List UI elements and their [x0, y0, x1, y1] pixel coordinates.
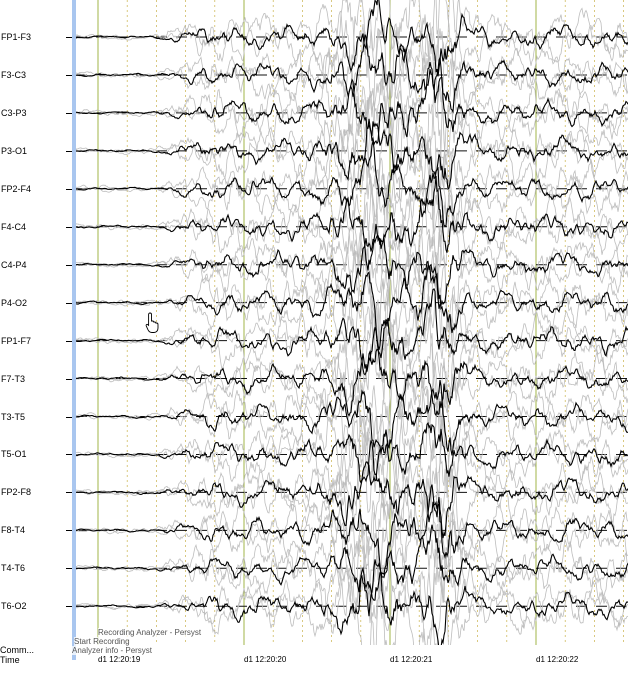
channel-trace-fp2-f4[interactable] [76, 140, 628, 227]
overlay-trace [76, 496, 628, 617]
time-tick-2: d1 12:20:21 [390, 655, 433, 664]
channel-label-column: FP1-F3 F3-C3 C3-P3 P3-O1 FP2-F4 F4-C4 C4-P4 P4-… [0, 0, 72, 673]
overlay-trace [76, 414, 628, 558]
overlay-trace [76, 0, 628, 172]
overlay-traces [76, 0, 628, 645]
channel-tick [66, 340, 72, 342]
overlay-trace [76, 0, 628, 119]
channel-label-f7-t3[interactable]: F7-T3 [1, 373, 26, 384]
channel-label-t6-o2[interactable]: T6-O2 [1, 601, 27, 612]
channel-tick [66, 454, 72, 456]
channel-trace-t6-o2[interactable] [76, 566, 628, 645]
annotation-analyzer-info[interactable]: Analyzer info - Persyst [72, 646, 153, 655]
channel-label-p4-o2[interactable]: P4-O2 [1, 297, 28, 308]
overlay-trace [76, 24, 628, 184]
channel-label-f8-t4[interactable]: F8-T4 [1, 525, 26, 536]
overlay-trace [76, 383, 628, 529]
channel-trace-t4-t6[interactable] [76, 524, 628, 617]
channel-trace-f8-t4[interactable] [76, 484, 628, 576]
channel-trace-f7-t3[interactable] [76, 327, 628, 417]
overlay-trace [76, 509, 628, 631]
channel-tick [66, 188, 72, 190]
channel-label-p3-o1[interactable]: P3-O1 [1, 145, 28, 156]
channel-label-fp2-f8[interactable]: FP2-F8 [1, 487, 32, 498]
channel-tick [66, 416, 72, 418]
channel-label-c3-p3[interactable]: C3-P3 [1, 107, 27, 118]
comments-row-label: Comm... [0, 645, 35, 655]
overlay-trace [76, 333, 628, 513]
channel-tick [66, 378, 72, 380]
channel-label-fp1-f3[interactable]: FP1-F3 [1, 32, 32, 42]
channel-trace-p3-o1[interactable] [76, 118, 628, 191]
overlay-trace [76, 548, 628, 645]
overlay-trace [76, 545, 628, 645]
overlay-trace [76, 21, 628, 180]
overlay-trace [76, 197, 628, 365]
channel-trace-fp2-f8[interactable] [76, 440, 628, 539]
channel-trace-c3-p3[interactable] [76, 61, 628, 147]
annotation-recording-analyzer[interactable]: Recording Analyzer - Persyst [98, 628, 202, 637]
time-tick-1: d1 12:20:20 [244, 655, 287, 664]
time-row-label: Time [0, 655, 20, 665]
channel-label-fp2-f4[interactable]: FP2-F4 [1, 183, 32, 194]
channel-tick [66, 568, 72, 570]
overlay-trace [76, 168, 628, 294]
channel-label-c4-p4[interactable]: C4-P4 [1, 259, 27, 270]
channel-trace-fp1-f7[interactable] [76, 288, 628, 376]
overlay-trace [76, 465, 628, 624]
eeg-waveform-panel[interactable] [76, 0, 628, 645]
channel-trace-fp1-f3[interactable] [76, 0, 628, 77]
overlay-trace [76, 380, 628, 522]
channel-tick [66, 37, 72, 38]
channel-tick [66, 492, 72, 494]
channel-label-t4-t6[interactable]: T4-T6 [1, 563, 26, 574]
channel-trace-c4-p4[interactable] [76, 235, 628, 309]
overlay-trace [76, 265, 628, 422]
overlay-trace [76, 433, 628, 569]
overlay-trace [76, 82, 628, 235]
channel-trace-t5-o1[interactable] [76, 422, 628, 486]
channel-trace-p4-o2[interactable] [76, 264, 628, 350]
channel-trace-f4-c4[interactable] [76, 175, 628, 271]
time-tick-0: d1 12:20:19 [98, 655, 141, 664]
channel-trace-f3-c3[interactable] [76, 34, 628, 114]
overlay-trace [76, 187, 628, 332]
time-tick-3: d1 12:20:22 [536, 655, 579, 664]
annotation-start-recording[interactable]: Start Recording [74, 637, 130, 646]
channel-tick [66, 112, 72, 114]
channel-label-f4-c4[interactable]: F4-C4 [1, 221, 27, 232]
overlay-trace [76, 0, 628, 99]
channel-label-f3-c3[interactable]: F3-C3 [1, 69, 27, 80]
channel-tick [66, 606, 72, 608]
hand-pointer-icon [145, 312, 159, 333]
channel-traces [76, 0, 628, 645]
channel-label-t5-o1[interactable]: T5-O1 [1, 449, 27, 460]
channel-tick [66, 226, 72, 228]
channel-tick [66, 264, 72, 266]
channel-label-t3-t5[interactable]: T3-T5 [1, 411, 26, 422]
channel-tick [66, 302, 72, 304]
channel-tick [66, 74, 72, 76]
channel-tick [66, 150, 72, 152]
channel-trace-t3-t5[interactable] [76, 379, 628, 456]
overlay-trace [76, 113, 628, 274]
channel-label-fp1-f7[interactable]: FP1-F7 [1, 335, 32, 346]
overlay-trace [76, 93, 628, 234]
left-scroll-edge[interactable] [72, 0, 76, 660]
overlay-trace [76, 165, 628, 290]
channel-tick [66, 530, 72, 532]
